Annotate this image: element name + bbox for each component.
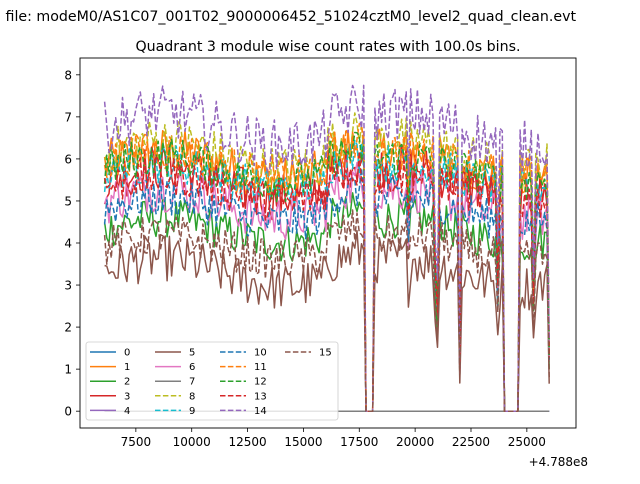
- series-line-6: [103, 161, 550, 412]
- y-tick-label: 6: [64, 152, 72, 166]
- y-tick-label: 1: [64, 363, 72, 377]
- legend-label: 6: [189, 362, 195, 373]
- y-tick-label: 4: [64, 237, 72, 251]
- legend-label: 3: [124, 391, 130, 402]
- legend-label: 5: [189, 348, 195, 359]
- legend-label: 11: [254, 362, 267, 373]
- legend-box: [85, 341, 339, 421]
- legend-label: 4: [124, 406, 130, 417]
- x-tick-label: 7500: [121, 435, 152, 449]
- x-tick-label: 12500: [228, 435, 266, 449]
- x-tick-label: 10000: [173, 435, 211, 449]
- y-tick-label: 8: [64, 68, 72, 82]
- y-axis: 0 1 2 3 4 5 6 7 8: [64, 68, 80, 419]
- x-axis: 7500 10000 12500 15000 17500 20000 22500 25000: [121, 428, 546, 449]
- series-line-14: [103, 84, 550, 412]
- x-tick-label: 17500: [340, 435, 378, 449]
- x-offset-label: +4.788e8: [529, 455, 588, 469]
- legend-label: 15: [319, 348, 332, 359]
- legend-label: 2: [124, 377, 130, 388]
- series-line-13: [103, 150, 550, 412]
- legend-label: 0: [124, 348, 130, 359]
- y-tick-label: 0: [64, 405, 72, 419]
- y-tick-label: 5: [64, 194, 72, 208]
- legend-label: 14: [254, 406, 267, 417]
- x-tick-label: 25000: [508, 435, 546, 449]
- y-tick-label: 2: [64, 321, 72, 335]
- legend-label: 10: [254, 348, 267, 359]
- legend-label: 7: [189, 377, 195, 388]
- y-tick-label: 3: [64, 279, 72, 293]
- x-tick-label: 22500: [452, 435, 490, 449]
- x-tick-label: 20000: [396, 435, 434, 449]
- figure-suptitle: n file: modeM0/AS1C07_001T02_9000006452_…: [0, 9, 576, 25]
- legend-label: 13: [254, 391, 267, 402]
- series-line-11: [103, 123, 550, 412]
- x-tick-label: 15000: [284, 435, 322, 449]
- series-line-5: [104, 230, 550, 412]
- chart-title: Quadrant 3 module wise count rates with …: [135, 39, 520, 55]
- legend-label: 12: [254, 377, 267, 388]
- legend-label: 8: [189, 391, 195, 402]
- y-tick-label: 7: [64, 110, 72, 124]
- series-line-15: [103, 209, 550, 412]
- series-line-10: [103, 167, 550, 412]
- legend-label: 9: [189, 406, 195, 417]
- series-line-12: [103, 131, 550, 412]
- legend-label: 1: [124, 362, 130, 373]
